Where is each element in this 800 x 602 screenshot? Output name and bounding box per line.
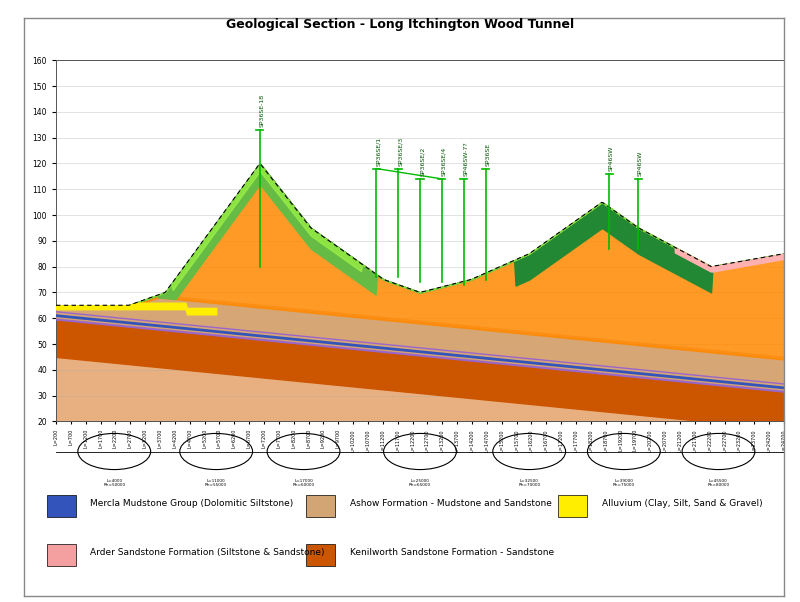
Text: SP36SE-18: SP36SE-18 (259, 94, 265, 127)
Text: L=11000
Rh=55000: L=11000 Rh=55000 (205, 479, 227, 487)
Text: L=4000
Rh=50000: L=4000 Rh=50000 (103, 479, 126, 487)
Text: SP36SE/1: SP36SE/1 (376, 137, 381, 166)
Text: Mercla Mudstone Group (Dolomitic Siltstone): Mercla Mudstone Group (Dolomitic Siltsto… (90, 500, 294, 508)
Text: Alluvium (Clay, Silt, Sand & Gravel): Alluvium (Clay, Silt, Sand & Gravel) (602, 500, 762, 508)
FancyBboxPatch shape (306, 495, 335, 517)
Text: L=32500
Rh=70000: L=32500 Rh=70000 (518, 479, 540, 487)
FancyBboxPatch shape (306, 544, 335, 566)
Text: L=45500
Rh=80000: L=45500 Rh=80000 (707, 479, 730, 487)
Text: Geological Section - Long Itchington Wood Tunnel: Geological Section - Long Itchington Woo… (226, 18, 574, 31)
Text: SP36SE/2: SP36SE/2 (420, 147, 425, 176)
Text: L=17000
Rh=60000: L=17000 Rh=60000 (293, 479, 314, 487)
Text: Ashow Formation - Mudstone and Sandstone: Ashow Formation - Mudstone and Sandstone (350, 500, 551, 508)
Text: SP36SE/3: SP36SE/3 (398, 137, 403, 166)
Text: SP46SW: SP46SW (609, 146, 614, 171)
Text: SP36SE/4: SP36SE/4 (442, 147, 446, 176)
Text: Kenilworth Sandstone Formation - Sandstone: Kenilworth Sandstone Formation - Sandsto… (350, 548, 554, 557)
Text: SP36SE: SP36SE (486, 143, 490, 166)
FancyBboxPatch shape (47, 495, 76, 517)
Text: L=25000
Rh=65000: L=25000 Rh=65000 (409, 479, 431, 487)
FancyBboxPatch shape (558, 495, 587, 517)
Text: SP46SW: SP46SW (638, 151, 643, 176)
FancyBboxPatch shape (47, 544, 76, 566)
Text: L=39000
Rh=75000: L=39000 Rh=75000 (613, 479, 635, 487)
Text: Arder Sandstone Formation (Siltstone & Sandstone): Arder Sandstone Formation (Siltstone & S… (90, 548, 325, 557)
Text: SP46SW-7?: SP46SW-7? (463, 141, 468, 176)
